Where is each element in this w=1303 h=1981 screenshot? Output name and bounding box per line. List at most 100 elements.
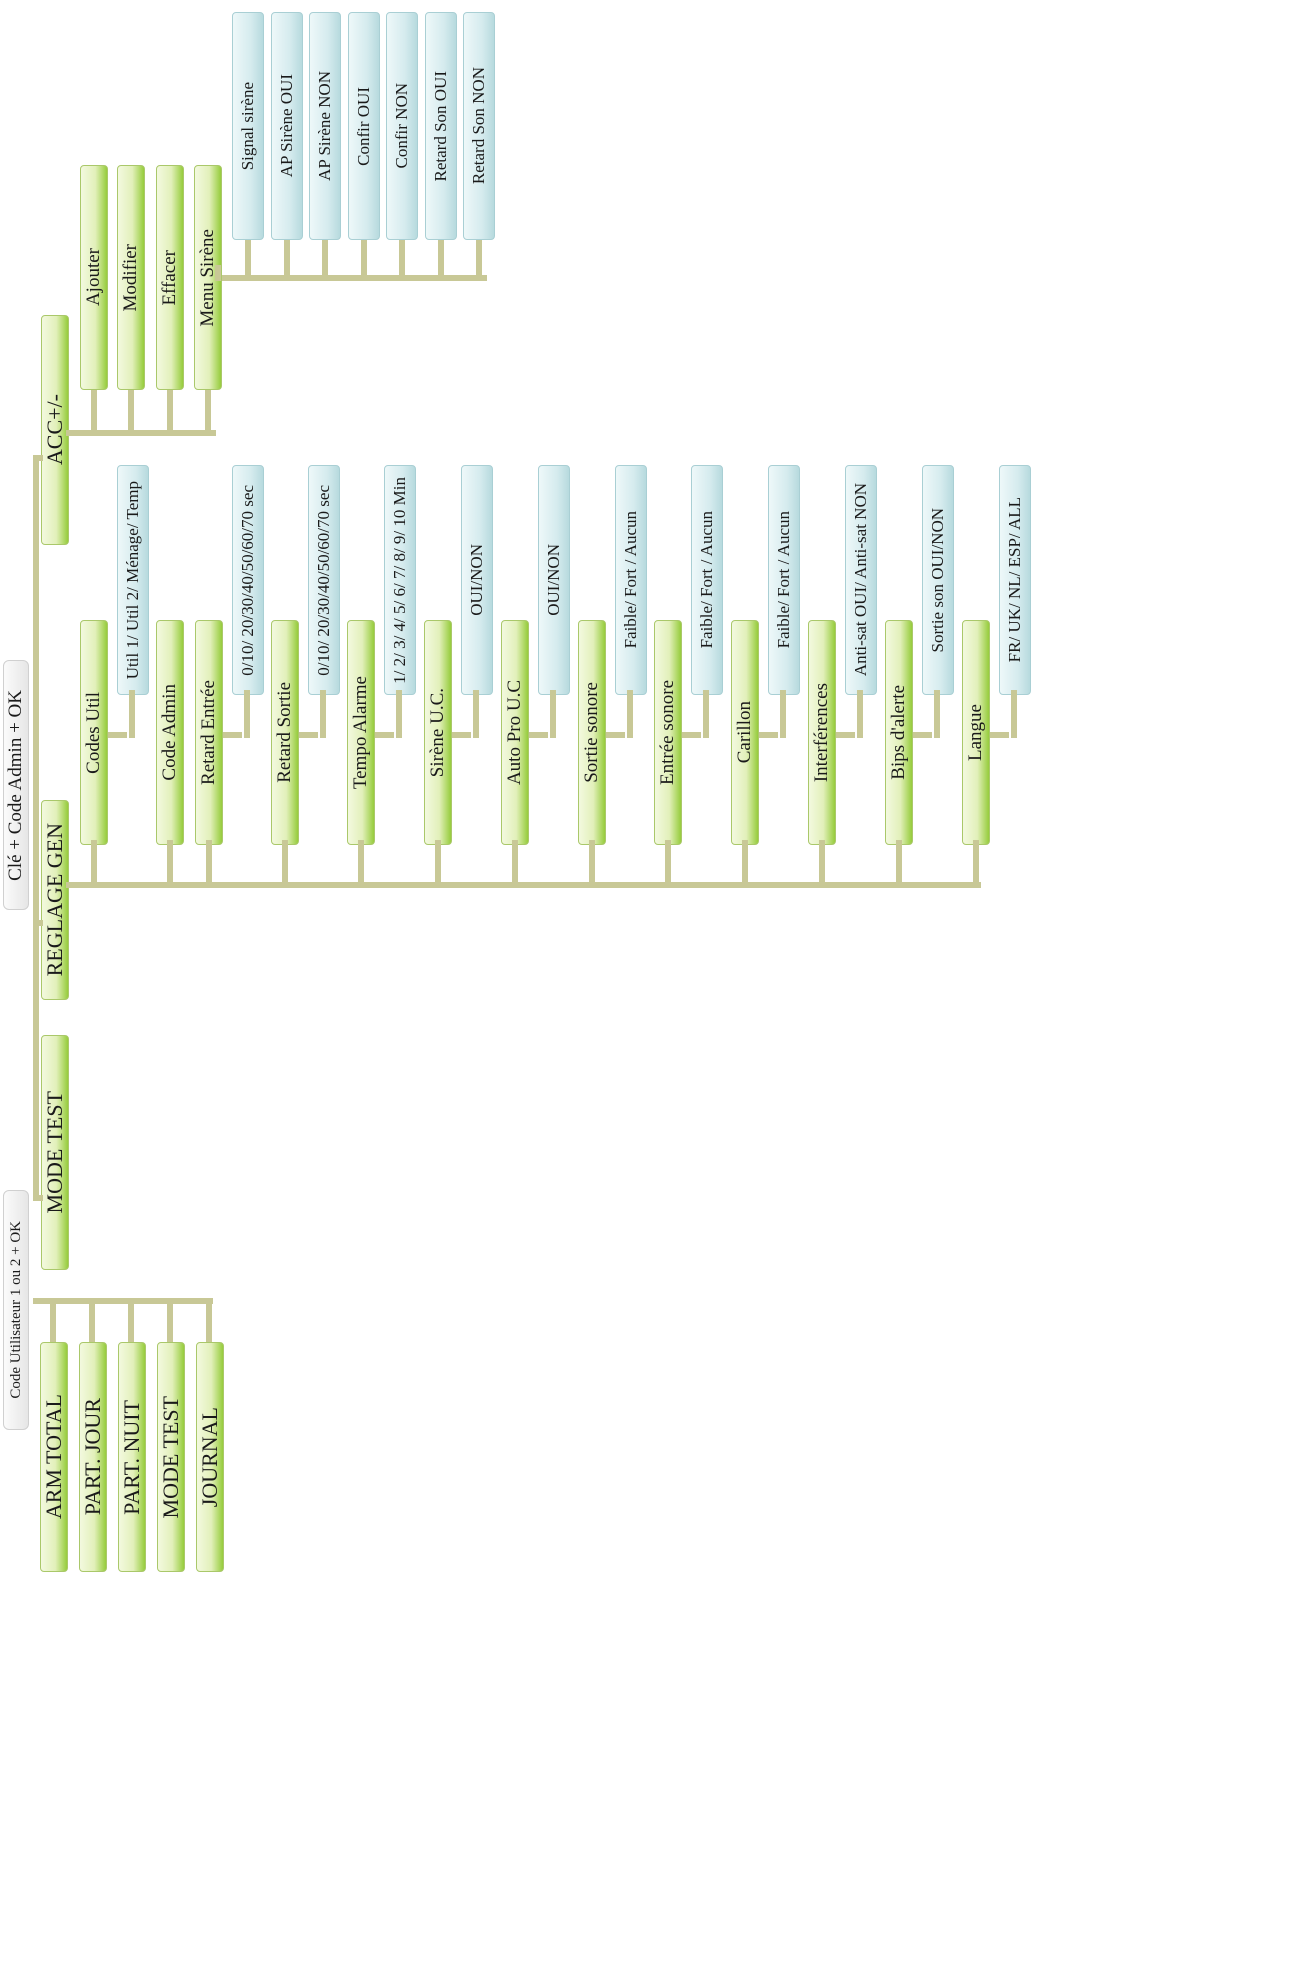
- reglage-item: Entrée sonore: [654, 620, 682, 845]
- reglage-option: Faible/ Fort / Aucun: [691, 465, 723, 695]
- reglage-item-connector: [973, 840, 979, 884]
- reglage-option: Faible/ Fort / Aucun: [615, 465, 647, 695]
- reglage-option-label: Anti-sat OUI/ Anti-sat NON: [851, 483, 870, 677]
- reglage-item-connector: [742, 840, 748, 884]
- reglage-option-label: 0/10/ 20/30/40/50/60/70 sec: [238, 484, 257, 676]
- mode-test-connector: [33, 1195, 43, 1201]
- sirene-item: Retard Son OUI: [425, 12, 457, 240]
- reglage-option: Util 1/ Util 2/ Ménage/ Temp: [117, 465, 149, 695]
- option-connector-v: [934, 690, 940, 738]
- sirene-item-connector: [284, 236, 290, 278]
- reglage-item-label: Tempo Alarme: [350, 675, 371, 790]
- sirene-item-label: AP Sirène NON: [315, 71, 334, 181]
- reglage-item-connector: [282, 840, 288, 884]
- reglage-option-label: Faible/ Fort / Aucun: [774, 511, 793, 649]
- user-root-node-label: Code Utilisateur 1 ou 2 + OK: [7, 1221, 24, 1399]
- option-connector-v: [320, 690, 326, 738]
- user-menu-connector: [89, 1298, 95, 1348]
- reglage-item-connector: [665, 840, 671, 884]
- sirene-item-connector: [245, 236, 251, 278]
- option-connector-h: [375, 732, 394, 738]
- admin-root-node: Clé + Code Admin + OK: [3, 660, 29, 910]
- sirene-item-label: Retard Son OUI: [431, 70, 450, 182]
- option-connector-h: [990, 732, 1009, 738]
- reglage-bar: [66, 882, 981, 888]
- option-connector-h: [223, 732, 242, 738]
- option-connector-h: [759, 732, 778, 738]
- reglage-item: Bips d'alerte: [885, 620, 913, 845]
- reglage-item-connector: [589, 840, 595, 884]
- sirene-item-connector: [399, 236, 405, 278]
- reglage-item-label: Code Admin: [159, 684, 180, 781]
- acc-item-label: Ajouter: [83, 248, 104, 307]
- reglage-item-label: Interférences: [811, 682, 832, 783]
- reglage-item-label: Codes Util: [83, 691, 104, 774]
- user-menu-bar: [33, 1298, 213, 1304]
- sirene-item-connector: [438, 236, 444, 278]
- option-connector-v: [473, 690, 479, 738]
- acc-item-label: Modifier: [120, 243, 141, 312]
- option-connector-v: [550, 690, 556, 738]
- sirene-item: Confir OUI: [348, 12, 380, 240]
- reglage-option-label: OUI/NON: [467, 544, 486, 616]
- reglage-option-label: Faible/ Fort / Aucun: [697, 511, 716, 649]
- admin-spine: [33, 460, 39, 1200]
- reglage-item-connector: [819, 840, 825, 884]
- user-menu-connector: [206, 1298, 212, 1348]
- option-connector-v: [780, 690, 786, 738]
- reglage-option: Faible/ Fort / Aucun: [768, 465, 800, 695]
- sirene-item-label: Signal sirène: [238, 81, 257, 171]
- reglage-item-connector: [512, 840, 518, 884]
- reglage-option-label: Faible/ Fort / Aucun: [621, 511, 640, 649]
- user-menu-connector: [128, 1298, 134, 1348]
- reglage-item: Langue: [962, 620, 990, 845]
- sirene-item: AP Sirène OUI: [271, 12, 303, 240]
- acc-item-connector: [128, 385, 134, 435]
- reglage-item-label: Bips d'alerte: [888, 685, 909, 780]
- option-connector-h: [913, 732, 932, 738]
- reglage-option-label: OUI/NON: [544, 544, 563, 616]
- sirene-item-label: Confir NON: [392, 83, 411, 169]
- reglage-gen-node-label: REGLAGE GEN: [42, 823, 67, 977]
- user-menu-item-label: JOURNAL: [197, 1406, 222, 1508]
- option-connector-v: [857, 690, 863, 738]
- sirene-item: Signal sirène: [232, 12, 264, 240]
- reglage-item: Auto Pro U.C: [501, 620, 529, 845]
- acc-bar: [66, 430, 216, 436]
- user-menu-connector: [167, 1298, 173, 1348]
- reglage-item-label: Carillon: [734, 701, 755, 764]
- sirene-item-connector: [476, 236, 482, 278]
- reglage-item: Sirène U.C.: [424, 620, 452, 845]
- reglage-item: Retard Sortie: [271, 620, 299, 845]
- option-connector-v: [627, 690, 633, 738]
- mode-test-node-label: MODE TEST: [42, 1091, 67, 1214]
- sirene-item: Retard Son NON: [463, 12, 495, 240]
- option-connector-h: [299, 732, 318, 738]
- user-menu-connector: [50, 1298, 56, 1348]
- user-menu-item: ARM TOTAL: [40, 1342, 68, 1572]
- reglage-item-label: Retard Sortie: [274, 682, 295, 783]
- option-connector-v: [129, 690, 135, 738]
- sirene-item-label: Confir OUI: [354, 86, 373, 166]
- acc-item-label: Effacer: [159, 249, 180, 306]
- reglage-item: Carillon: [731, 620, 759, 845]
- acc-item: Ajouter: [80, 165, 108, 390]
- acc-node: ACC+/-: [41, 315, 69, 545]
- reglage-option: 1/ 2/ 3/ 4/ 5/ 6/ 7/ 8/ 9/ 10 Min: [384, 465, 416, 695]
- sirene-item: AP Sirène NON: [309, 12, 341, 240]
- sirene-item-connector: [361, 236, 367, 278]
- reglage-gen-connector: [33, 920, 43, 926]
- option-connector-h: [836, 732, 855, 738]
- reglage-item: Retard Entrée: [195, 620, 223, 845]
- option-connector-v: [703, 690, 709, 738]
- reglage-item-connector: [896, 840, 902, 884]
- reglage-option: Sortie son OUI/NON: [922, 465, 954, 695]
- user-menu-item-label: PART. NUIT: [119, 1399, 144, 1515]
- option-connector-h: [452, 732, 471, 738]
- option-connector-v: [1011, 690, 1017, 738]
- reglage-item: Code Admin: [156, 620, 184, 845]
- acc-node-label: ACC+/-: [42, 394, 67, 466]
- reglage-item-label: Sirène U.C.: [427, 687, 448, 778]
- option-connector-h: [682, 732, 701, 738]
- sirene-bar: [222, 275, 487, 281]
